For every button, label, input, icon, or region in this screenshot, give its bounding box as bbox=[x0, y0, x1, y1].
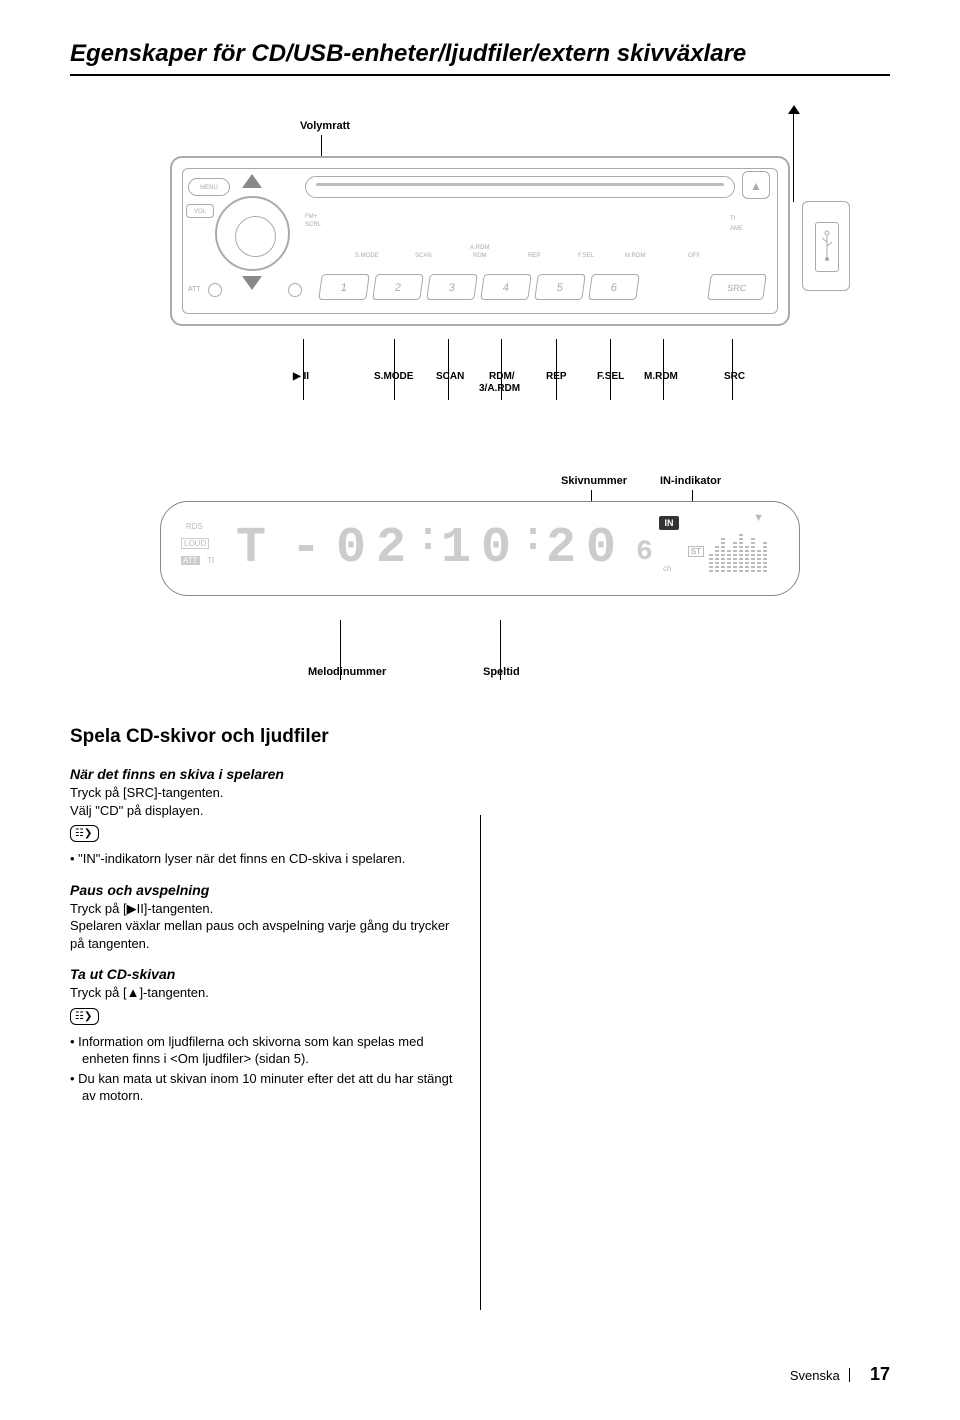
instr-4: Spelaren växlar mellan paus och avspelni… bbox=[70, 917, 464, 952]
instr-1: Tryck på [SRC]-tangenten. bbox=[70, 784, 464, 802]
button-5[interactable]: 5 bbox=[534, 274, 586, 300]
footer-lang: Svenska bbox=[790, 1368, 840, 1383]
aux-button[interactable] bbox=[288, 283, 302, 297]
usb-area bbox=[802, 201, 850, 291]
mrdm-top: M.RDM bbox=[625, 253, 645, 259]
knob-arrow-up-icon bbox=[242, 174, 262, 188]
callout-line bbox=[793, 114, 794, 202]
antenna-icon: ▼ bbox=[753, 512, 764, 524]
ame-label: AME bbox=[730, 226, 743, 232]
callout-disc-number: Skivnummer bbox=[561, 475, 627, 487]
seg-sm: 6 bbox=[636, 537, 651, 568]
label-rdm: RDM/ bbox=[489, 371, 515, 382]
note-icon: ☷❯ bbox=[70, 825, 99, 842]
label-play: ▶ II bbox=[293, 371, 309, 382]
callout-playtime: Speltid bbox=[483, 666, 520, 678]
label-ardm: 3/A.RDM bbox=[479, 383, 520, 394]
number-buttons: 1 2 3 4 5 6 bbox=[320, 274, 638, 300]
seg-d3: 1 bbox=[441, 520, 469, 577]
button-6[interactable]: 6 bbox=[588, 274, 640, 300]
seg-t: T bbox=[236, 520, 264, 577]
scan-top: SCAN bbox=[415, 253, 432, 259]
in-indicator: IN bbox=[659, 516, 679, 530]
sub-heading-3: Ta ut CD-skivan bbox=[70, 966, 464, 982]
smode-top: S.MODE bbox=[355, 253, 379, 259]
callout-in-indicator: IN-indikator bbox=[660, 475, 721, 487]
rep-top: REP bbox=[528, 253, 540, 259]
column-divider bbox=[480, 815, 481, 1310]
footer-page-number: 17 bbox=[870, 1364, 890, 1384]
eject-callout-arrow bbox=[788, 105, 800, 114]
page-title: Egenskaper för CD/USB-enheter/ljudfiler/… bbox=[70, 40, 890, 68]
bullet-1: • "IN"-indikatorn lyser när det finns en… bbox=[70, 850, 464, 868]
ti-label: TI bbox=[730, 216, 735, 222]
seg-d6: 0 bbox=[586, 520, 614, 577]
display-panel: RDS LOUD ATT TI T - 0 2 : 1 0 : 2 0 6 ch… bbox=[160, 501, 800, 596]
volume-knob[interactable] bbox=[215, 196, 290, 271]
cd-slot bbox=[305, 176, 735, 198]
label-fsel: F.SEL bbox=[597, 371, 624, 382]
vol-button[interactable]: VOL bbox=[186, 204, 214, 218]
sub-heading-1: När det finns en skiva i spelaren bbox=[70, 766, 464, 782]
page-footer: Svenska 17 bbox=[790, 1364, 890, 1385]
fm-label: FM+ bbox=[305, 214, 317, 220]
fsel-top: F.SEL bbox=[578, 253, 594, 259]
section-heading: Spela CD-skivor och ljudfiler bbox=[70, 726, 464, 748]
content-area: Spela CD-skivor och ljudfiler När det fi… bbox=[70, 726, 464, 1105]
seg-d5: 2 bbox=[546, 520, 574, 577]
eject-button[interactable]: ▲ bbox=[742, 171, 770, 199]
label-scan: SCAN bbox=[436, 371, 464, 382]
seg-d2: 2 bbox=[376, 520, 404, 577]
seg-dash: - bbox=[291, 520, 319, 577]
bullet-2: • Information om ljudfilerna och skivorn… bbox=[70, 1033, 464, 1068]
menu-button[interactable]: MENU bbox=[188, 178, 230, 196]
att-button[interactable] bbox=[208, 283, 222, 297]
scrl-label: SCRL bbox=[305, 222, 321, 228]
button-3[interactable]: 3 bbox=[426, 274, 478, 300]
ardm-top: A.RDM bbox=[470, 245, 489, 251]
cd-slot-inner bbox=[316, 183, 724, 186]
st-badge: ST bbox=[688, 546, 704, 557]
callout-melody: Melodinummer bbox=[308, 666, 386, 678]
radio-unit: ▲ MENU VOL ATT FM+ SCRL S.MODE SCAN A.RD… bbox=[170, 156, 790, 326]
loud-text: LOUD bbox=[181, 538, 209, 549]
instr-5: Tryck på [▲]-tangenten. bbox=[70, 984, 464, 1002]
rds-text: RDS bbox=[186, 522, 203, 531]
seg-d1: 0 bbox=[336, 520, 364, 577]
button-1[interactable]: 1 bbox=[318, 274, 370, 300]
instr-3: Tryck på [▶II]-tangenten. bbox=[70, 900, 464, 918]
label-rep: REP bbox=[546, 371, 567, 382]
off-top: OFF bbox=[688, 253, 700, 259]
lower-labels: Melodinummer Speltid bbox=[70, 636, 890, 676]
label-src: SRC bbox=[724, 371, 745, 382]
bullet-3: • Du kan mata ut skivan inom 10 minuter … bbox=[70, 1070, 464, 1105]
sub-heading-2: Paus och avspelning bbox=[70, 882, 464, 898]
eject-icon: ▲ bbox=[750, 179, 762, 193]
button-2[interactable]: 2 bbox=[372, 274, 424, 300]
ti-text: TI bbox=[207, 556, 214, 565]
instr-2: Välj "CD" på displayen. bbox=[70, 802, 464, 820]
note-icon: ☷❯ bbox=[70, 1008, 99, 1025]
usb-icon bbox=[821, 230, 833, 262]
label-smode: S.MODE bbox=[374, 371, 413, 382]
eq-bars bbox=[709, 532, 779, 572]
knob-arrow-down-icon bbox=[242, 276, 262, 290]
ch-text: ch bbox=[663, 564, 671, 573]
callout-volume: Volymratt bbox=[300, 120, 350, 132]
label-mrdm: M.RDM bbox=[644, 371, 678, 382]
button-4[interactable]: 4 bbox=[480, 274, 532, 300]
att-text: ATT bbox=[181, 556, 200, 565]
att-label: ATT bbox=[188, 286, 201, 293]
src-button[interactable]: SRC bbox=[707, 274, 767, 300]
button-labels: ▶ II S.MODE SCAN RDM/ 3/A.RDM REP F.SEL … bbox=[70, 371, 890, 411]
seg-d4: 0 bbox=[481, 520, 509, 577]
title-bar: Egenskaper för CD/USB-enheter/ljudfiler/… bbox=[70, 40, 890, 76]
rdm-top: RDM bbox=[473, 253, 487, 259]
